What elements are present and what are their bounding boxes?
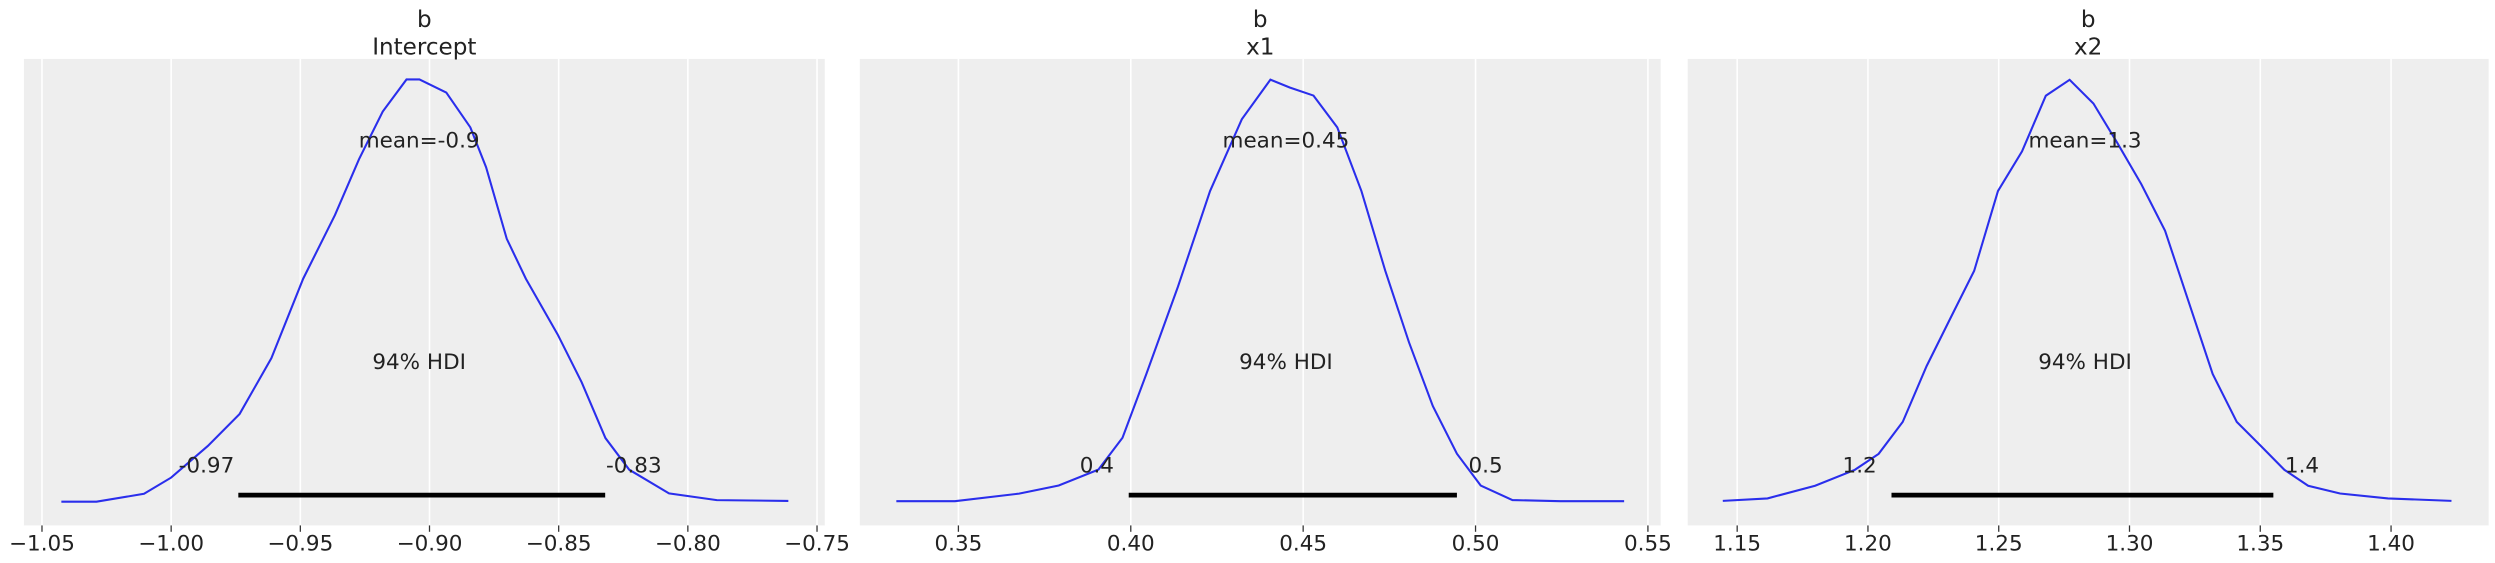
x-tick-label: 0.50	[1452, 532, 1500, 557]
hdi-high-label: -0.83	[606, 454, 662, 479]
hdi-low-label: 1.2	[1843, 454, 1877, 479]
panel-subtitle: x1	[1246, 34, 1274, 60]
x-tick-label: 1.30	[2106, 532, 2154, 557]
density-curve	[61, 78, 789, 503]
density-curve	[896, 78, 1625, 503]
panel-subtitle: Intercept	[372, 34, 476, 60]
density-curve	[1722, 78, 2452, 502]
x-tick-label: 1.35	[2236, 532, 2284, 557]
plot-background	[23, 58, 825, 526]
panel-subtitle: x2	[2074, 34, 2102, 60]
x-tick-label: 0.35	[934, 532, 982, 557]
hdi-low-label: -0.97	[179, 454, 235, 479]
hdi-label: 94% HDI	[2038, 350, 2132, 375]
x-tick-label: −0.85	[526, 532, 592, 557]
panel-title: b	[2081, 7, 2096, 33]
hdi-low-label: 0.4	[1080, 454, 1114, 479]
hdi-high-label: 1.4	[2285, 454, 2319, 479]
hdi-label: 94% HDI	[372, 350, 466, 375]
x-tick-label: −0.80	[655, 532, 721, 557]
x-tick-label: 1.15	[1713, 532, 1761, 557]
panel-title: b	[1253, 7, 1268, 33]
x-tick-label: 0.55	[1624, 532, 1672, 557]
x-tick-label: −1.00	[138, 532, 204, 557]
x-tick-label: 0.40	[1107, 532, 1155, 557]
mean-label: mean=0.45	[1223, 129, 1350, 154]
x-tick-label: 1.40	[2367, 532, 2415, 557]
mean-label: mean=-0.9	[359, 129, 480, 154]
plot-background	[1687, 58, 2489, 526]
panel-title: b	[417, 7, 432, 33]
x-tick-label: −0.90	[397, 532, 463, 557]
hdi-label: 94% HDI	[1239, 350, 1333, 375]
x-tick-label: 1.25	[1975, 532, 2023, 557]
mean-label: mean=1.3	[2028, 129, 2141, 154]
x-tick-label: −0.75	[784, 532, 850, 557]
plot-background	[859, 58, 1661, 526]
hdi-high-label: 0.5	[1468, 454, 1502, 479]
x-tick-label: −0.95	[267, 532, 333, 557]
x-tick-label: 0.45	[1279, 532, 1327, 557]
x-tick-label: 1.20	[1844, 532, 1892, 557]
x-tick-label: −1.05	[9, 532, 75, 557]
